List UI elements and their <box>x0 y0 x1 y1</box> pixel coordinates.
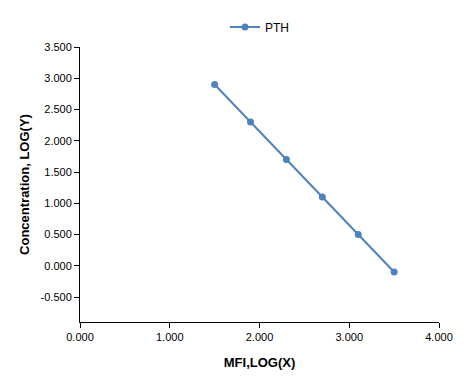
svg-text:0.000: 0.000 <box>44 260 72 272</box>
svg-text:1.500: 1.500 <box>44 166 72 178</box>
svg-text:2.500: 2.500 <box>44 103 72 115</box>
svg-text:2.000: 2.000 <box>246 331 274 343</box>
svg-text:4.000: 4.000 <box>425 331 453 343</box>
svg-text:PTH: PTH <box>265 21 289 35</box>
svg-text:3.000: 3.000 <box>44 72 72 84</box>
svg-text:1.000: 1.000 <box>44 197 72 209</box>
svg-text:Concentration, LOG(Y): Concentration, LOG(Y) <box>17 114 32 255</box>
svg-text:1.000: 1.000 <box>156 331 184 343</box>
svg-text:3.500: 3.500 <box>44 41 72 53</box>
svg-text:-0.500: -0.500 <box>41 291 72 303</box>
svg-text:3.000: 3.000 <box>335 331 363 343</box>
svg-text:MFI,LOG(X): MFI,LOG(X) <box>224 355 296 370</box>
svg-text:0.500: 0.500 <box>44 228 72 240</box>
svg-text:0.000: 0.000 <box>66 331 94 343</box>
svg-text:2.000: 2.000 <box>44 135 72 147</box>
